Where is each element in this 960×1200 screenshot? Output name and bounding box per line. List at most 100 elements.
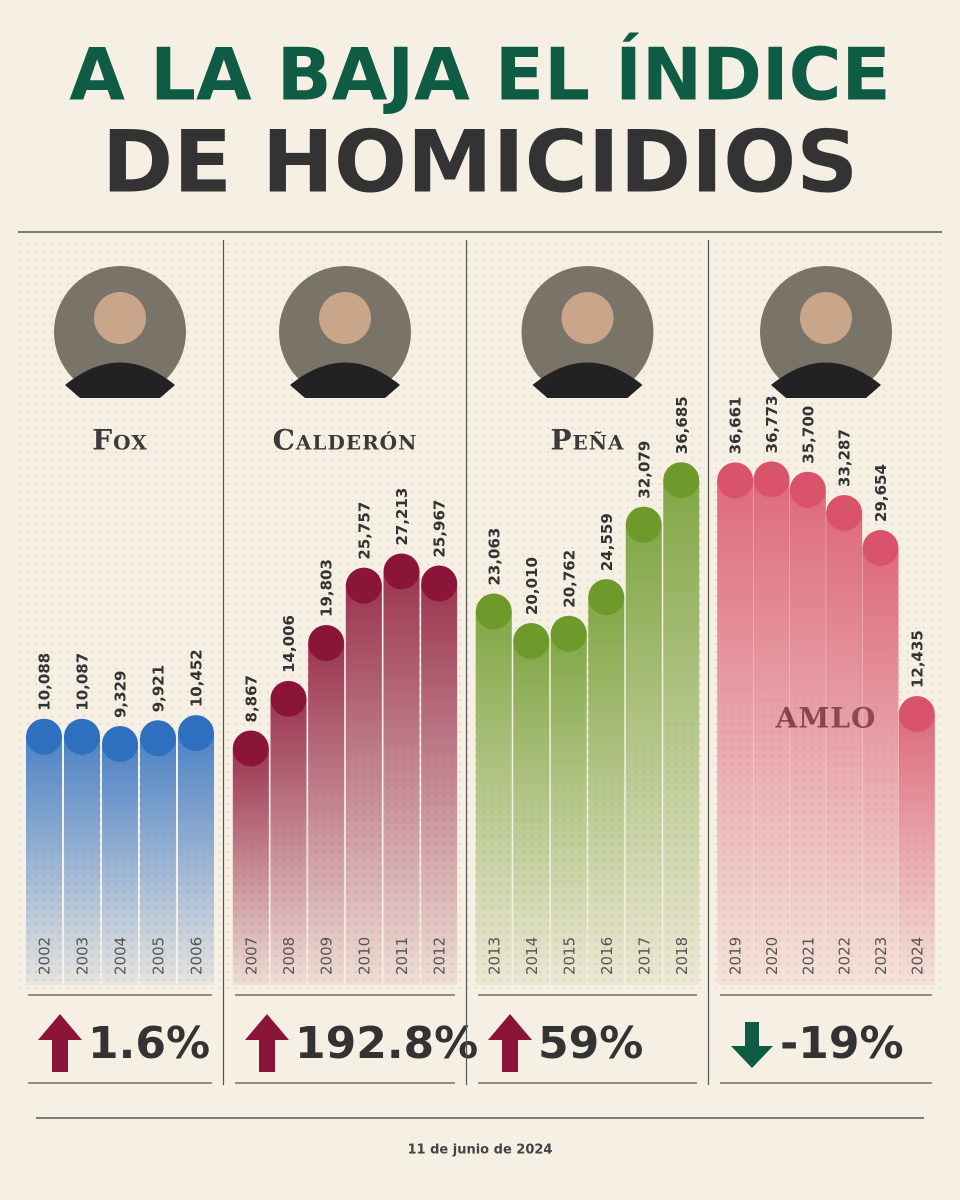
bar — [475, 611, 512, 985]
portrait-body — [771, 362, 881, 398]
year-label: 2003 — [74, 937, 92, 975]
bar-cap — [475, 593, 512, 630]
year-label: 2021 — [799, 937, 817, 975]
year-label: 2006 — [188, 937, 206, 975]
year-label: 2020 — [763, 937, 781, 975]
bar — [550, 633, 587, 985]
value-label: 9,921 — [150, 665, 168, 712]
trend-arrow — [731, 1022, 773, 1068]
value-label: 9,329 — [112, 671, 130, 718]
bar-cap — [826, 494, 863, 531]
year-label: 2005 — [150, 937, 168, 975]
value-label: 10,452 — [188, 649, 206, 707]
bar — [26, 736, 62, 985]
bar-cap — [383, 553, 420, 590]
bar — [588, 597, 625, 985]
year-label: 2022 — [836, 937, 854, 975]
trend-arrow — [38, 1014, 82, 1072]
president-name: Calderón — [273, 424, 418, 457]
bar-cap — [308, 624, 345, 661]
value-label: 10,087 — [74, 653, 92, 711]
value-label: 23,063 — [485, 528, 503, 586]
bar — [789, 489, 826, 985]
value-label: 35,700 — [799, 406, 817, 464]
year-label: 2018 — [673, 937, 691, 975]
value-label: 25,757 — [355, 502, 373, 560]
bar — [102, 744, 138, 985]
portrait-body — [532, 362, 643, 398]
value-label: 20,762 — [560, 550, 578, 608]
bar — [663, 480, 700, 985]
portrait-face — [561, 292, 614, 344]
bar-cap — [898, 696, 935, 733]
bar-cap — [588, 579, 625, 616]
year-label: 2007 — [242, 937, 260, 975]
portrait-face — [319, 292, 371, 344]
change-label: -19% — [780, 1018, 904, 1069]
bar-cap — [26, 718, 62, 755]
value-label: 27,213 — [393, 488, 411, 546]
value-label: 36,773 — [763, 395, 781, 453]
year-label: 2017 — [635, 937, 653, 975]
value-label: 14,006 — [280, 615, 298, 673]
bar — [383, 571, 420, 985]
bar — [308, 642, 345, 985]
bar — [826, 512, 863, 985]
bar-cap — [102, 726, 138, 763]
trend-arrow — [245, 1014, 289, 1072]
president-name: Fox — [92, 424, 147, 457]
bar-cap — [421, 565, 458, 602]
portrait-face — [800, 292, 852, 344]
year-label: 2002 — [36, 937, 54, 975]
value-label: 8,867 — [242, 675, 260, 722]
bar — [64, 736, 100, 985]
bar — [232, 748, 269, 985]
year-label: 2016 — [598, 937, 616, 975]
year-label: 2013 — [485, 937, 503, 975]
bar-cap — [232, 730, 269, 767]
bar — [140, 738, 176, 985]
value-label: 10,088 — [36, 653, 54, 711]
bar-cap — [625, 506, 662, 543]
year-label: 2023 — [872, 937, 890, 975]
value-label: 36,685 — [673, 396, 691, 454]
year-label: 2014 — [523, 937, 541, 975]
value-label: 25,967 — [431, 500, 449, 558]
portrait-face — [94, 292, 146, 344]
title-line-2: DE HOMICIDIOS — [102, 112, 858, 212]
year-label: 2015 — [560, 937, 578, 975]
change-label: 59% — [538, 1018, 643, 1069]
bar — [421, 583, 458, 985]
bar-cap — [550, 615, 587, 652]
bar-cap — [178, 715, 214, 752]
year-label: 2009 — [318, 937, 336, 975]
year-label: 2008 — [280, 937, 298, 975]
year-label: 2019 — [727, 937, 745, 975]
trend-arrow — [488, 1014, 532, 1072]
bar-cap — [64, 718, 100, 755]
bar — [345, 585, 382, 985]
year-label: 2011 — [393, 937, 411, 975]
value-label: 36,661 — [727, 397, 745, 455]
year-label: 2004 — [112, 937, 130, 975]
bar-cap — [862, 529, 899, 566]
president-name: Peña — [550, 424, 624, 457]
value-label: 19,803 — [318, 559, 336, 617]
change-label: 192.8% — [295, 1018, 478, 1069]
bar-cap — [753, 461, 790, 498]
value-label: 12,435 — [908, 630, 926, 688]
bar-cap — [663, 462, 700, 499]
bar-cap — [270, 680, 307, 717]
change-label: 1.6% — [88, 1018, 210, 1069]
title-line-1: A LA BAJA EL ÍNDICE — [69, 33, 890, 117]
portrait-body — [290, 362, 400, 398]
value-label: 32,079 — [635, 441, 653, 499]
bar-cap — [140, 720, 176, 757]
year-label: 2012 — [431, 937, 449, 975]
bar — [178, 733, 214, 985]
value-label: 20,010 — [523, 557, 541, 615]
bar-cap — [513, 623, 550, 660]
portrait-body — [65, 362, 175, 398]
year-label: 2024 — [908, 937, 926, 975]
